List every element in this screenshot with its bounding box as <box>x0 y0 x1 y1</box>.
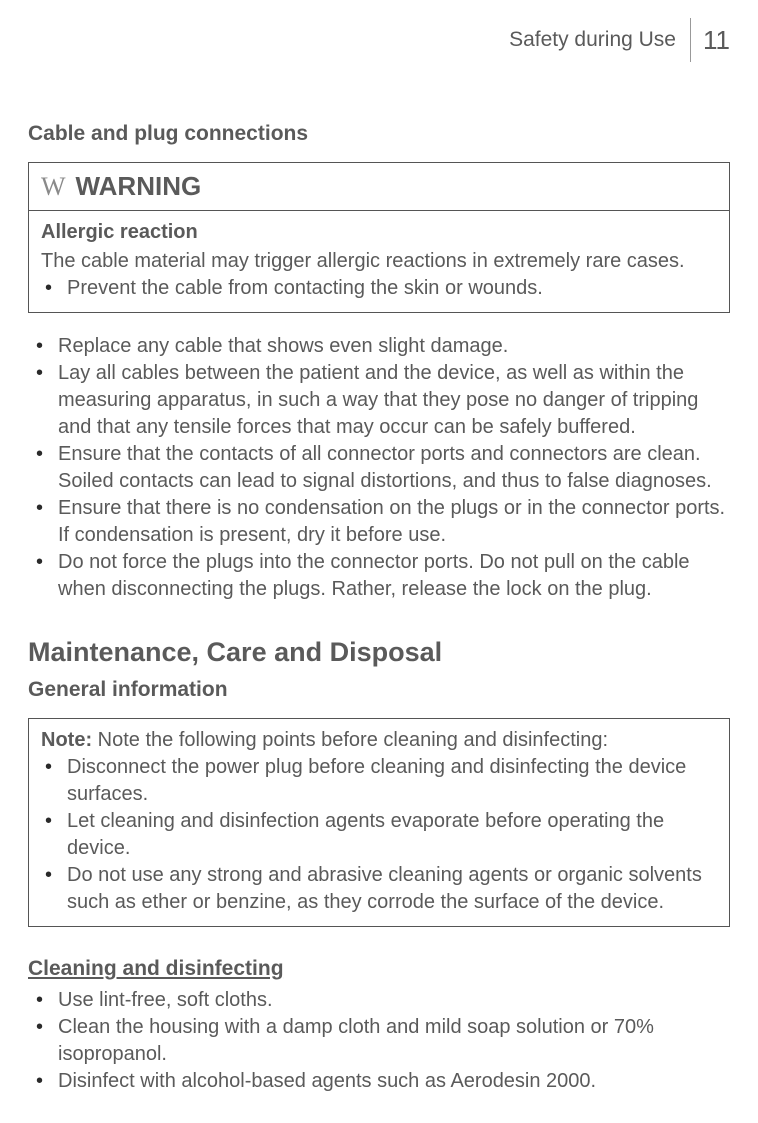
list-item-text: Ensure that the contacts of all connecto… <box>58 443 712 492</box>
header-title: Safety during Use <box>509 28 690 52</box>
page-number: 11 <box>691 25 730 56</box>
section1-heading: Cable and plug connections <box>28 122 730 146</box>
list-item: Replace any cable that shows even slight… <box>28 333 730 360</box>
warning-list: Prevent the cable from contacting the sk… <box>41 275 717 302</box>
warning-subtitle: Allergic reaction <box>41 219 717 246</box>
list-item: Lay all cables between the patient and t… <box>28 360 730 441</box>
list-item-text: Do not use any strong and abrasive clean… <box>67 864 702 913</box>
list-item-text: Ensure that there is no condensation on … <box>58 497 725 546</box>
warning-text: The cable material may trigger allergic … <box>41 248 717 275</box>
note-text: Note the following points before cleanin… <box>92 729 608 751</box>
list-item: Let cleaning and disinfection agents eva… <box>41 808 717 862</box>
list-item-text: Lay all cables between the patient and t… <box>58 362 698 438</box>
warning-header: W WARNING <box>29 163 729 211</box>
cleaning-list: Use lint-free, soft cloths. Clean the ho… <box>28 987 730 1095</box>
page-container: Safety during Use 11 Cable and plug conn… <box>0 0 758 1123</box>
section2-subheading: General information <box>28 678 730 702</box>
list-item: Prevent the cable from contacting the sk… <box>41 275 717 302</box>
page-header: Safety during Use 11 <box>28 18 730 62</box>
list-item-text: Disinfect with alcohol-based agents such… <box>58 1070 596 1092</box>
list-item-text: Do not force the plugs into the connecto… <box>58 551 690 600</box>
warning-title: WARNING <box>76 171 202 202</box>
list-item: Do not use any strong and abrasive clean… <box>41 862 717 916</box>
warning-body: Allergic reaction The cable material may… <box>29 211 729 312</box>
list-item: Disconnect the power plug before cleanin… <box>41 754 717 808</box>
list-item: Use lint-free, soft cloths. <box>28 987 730 1014</box>
list-item-text: Let cleaning and disinfection agents eva… <box>67 810 664 859</box>
note-list: Disconnect the power plug before cleanin… <box>41 754 717 916</box>
list-item-text: Use lint-free, soft cloths. <box>58 989 273 1011</box>
warning-icon: W <box>41 172 66 202</box>
list-item: Ensure that the contacts of all connecto… <box>28 441 730 495</box>
section2-heading: Maintenance, Care and Disposal <box>28 637 730 668</box>
list-item: Clean the housing with a damp cloth and … <box>28 1014 730 1068</box>
list-item-text: Replace any cable that shows even slight… <box>58 335 508 357</box>
list-item-text: Prevent the cable from contacting the sk… <box>67 277 543 299</box>
list-item: Disinfect with alcohol-based agents such… <box>28 1068 730 1095</box>
list-item: Ensure that there is no condensation on … <box>28 495 730 549</box>
section1-list: Replace any cable that shows even slight… <box>28 333 730 603</box>
cleaning-heading: Cleaning and disinfecting <box>28 957 730 981</box>
warning-box: W WARNING Allergic reaction The cable ma… <box>28 162 730 313</box>
list-item-text: Clean the housing with a damp cloth and … <box>58 1016 654 1065</box>
list-item: Do not force the plugs into the connecto… <box>28 549 730 603</box>
note-label: Note: <box>41 729 92 751</box>
list-item-text: Disconnect the power plug before cleanin… <box>67 756 686 805</box>
note-box: Note: Note the following points before c… <box>28 718 730 927</box>
